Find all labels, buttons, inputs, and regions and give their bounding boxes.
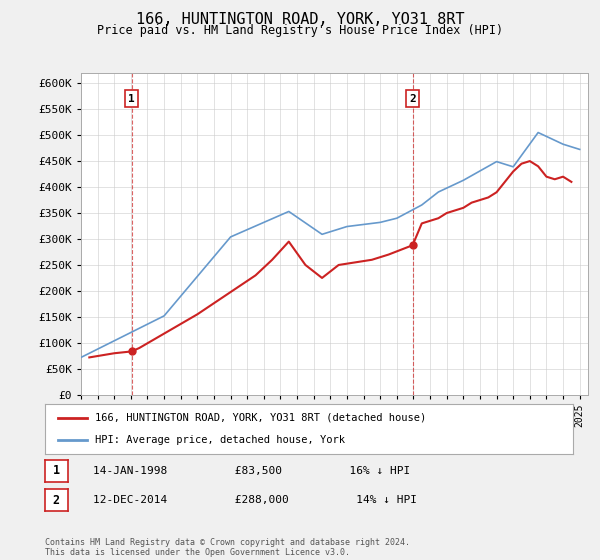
Text: 166, HUNTINGTON ROAD, YORK, YO31 8RT (detached house): 166, HUNTINGTON ROAD, YORK, YO31 8RT (de…	[95, 413, 427, 423]
Text: 166, HUNTINGTON ROAD, YORK, YO31 8RT: 166, HUNTINGTON ROAD, YORK, YO31 8RT	[136, 12, 464, 27]
Text: 12-DEC-2014          £288,000          14% ↓ HPI: 12-DEC-2014 £288,000 14% ↓ HPI	[93, 495, 417, 505]
Text: 2: 2	[409, 94, 416, 104]
Text: 2: 2	[53, 493, 60, 507]
Text: 1: 1	[53, 464, 60, 478]
Text: HPI: Average price, detached house, York: HPI: Average price, detached house, York	[95, 435, 345, 445]
Text: 14-JAN-1998          £83,500          16% ↓ HPI: 14-JAN-1998 £83,500 16% ↓ HPI	[93, 466, 410, 476]
Text: Price paid vs. HM Land Registry's House Price Index (HPI): Price paid vs. HM Land Registry's House …	[97, 24, 503, 37]
Text: Contains HM Land Registry data © Crown copyright and database right 2024.
This d: Contains HM Land Registry data © Crown c…	[45, 538, 410, 557]
Text: 1: 1	[128, 94, 135, 104]
